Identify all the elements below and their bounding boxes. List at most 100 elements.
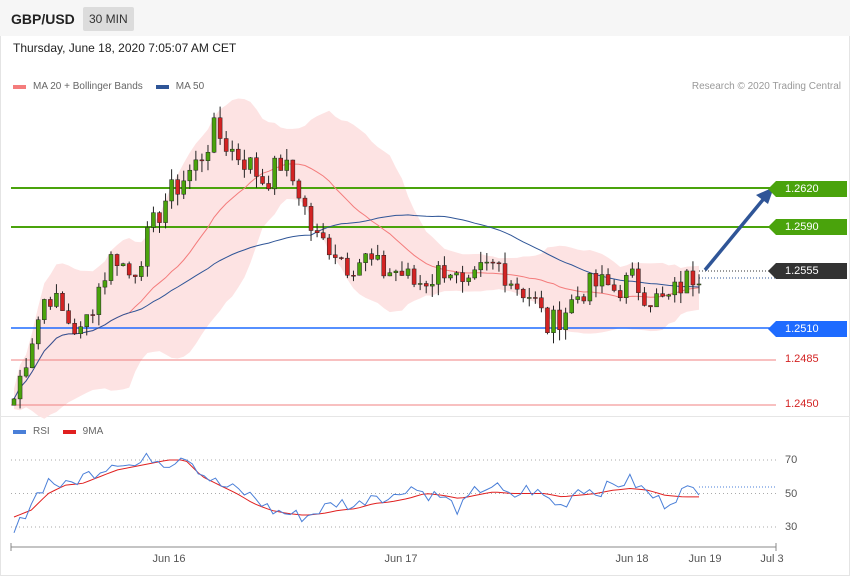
candle-body: [490, 261, 496, 264]
candle-body: [48, 299, 53, 307]
candle-body: [375, 255, 380, 260]
candle-body: [666, 294, 671, 297]
timeframe-badge[interactable]: 30 MIN: [83, 7, 134, 31]
rsi-line: [13, 452, 700, 533]
candle-body: [175, 179, 180, 195]
chart-header: GBP/USD 30 MIN: [0, 0, 850, 36]
candle-body: [205, 151, 211, 161]
candle-body: [23, 367, 29, 377]
candle-body: [314, 230, 320, 233]
candle-body: [236, 148, 241, 161]
candle-body: [599, 274, 605, 287]
candle-body: [54, 293, 59, 307]
candle-body: [630, 268, 635, 276]
ma50-line: [13, 214, 700, 400]
candle-body: [436, 265, 441, 285]
candle-body: [611, 284, 617, 291]
candle-body: [11, 398, 17, 406]
candle-body: [678, 281, 684, 294]
candle-body: [126, 263, 132, 276]
candle-body: [430, 284, 435, 287]
candle-body: [60, 293, 65, 311]
candle-body: [308, 206, 314, 231]
candle-body: [351, 274, 356, 277]
candle-body: [108, 254, 114, 281]
candle-body: [242, 159, 247, 170]
level-label-1-2485: 1.2485: [785, 353, 819, 365]
candle-body: [648, 305, 653, 308]
candle-body: [484, 261, 490, 264]
candle-body: [248, 157, 253, 170]
level-tag-1-2620: 1.2620: [768, 181, 847, 197]
candle-body: [78, 326, 83, 334]
candle-body: [114, 254, 120, 266]
candle-body: [42, 299, 47, 320]
candle-body: [520, 288, 526, 299]
legend-swatch-rsi: [13, 429, 26, 434]
candle-body: [575, 296, 581, 300]
level-tag-current-price: 1.2555: [768, 263, 847, 279]
candle-body: [460, 272, 465, 282]
x-tick-label: Jun 19: [688, 553, 722, 565]
candle-body: [527, 297, 532, 299]
candle-body: [642, 292, 647, 306]
candle-body: [684, 270, 690, 294]
candle-body: [369, 253, 374, 260]
candle-body: [399, 270, 405, 276]
candle-body: [581, 296, 587, 302]
candle-body: [496, 262, 502, 265]
candle-body: [296, 180, 302, 199]
legend-swatch-ma50: [155, 84, 169, 89]
candle-body: [345, 257, 350, 276]
candle-body: [145, 227, 150, 267]
candle-body: [229, 148, 235, 152]
legend-label-bollinger: MA 20 + Bollinger Bands: [33, 81, 143, 92]
rsi-level-50: 50: [785, 488, 798, 500]
legend-swatch-bollinger: [13, 84, 26, 89]
candle-body: [290, 159, 296, 182]
x-tick-label: Jun 17: [384, 553, 418, 565]
candle-body: [502, 263, 508, 286]
candle-body: [417, 283, 423, 285]
rsi-legend: RSI 9MA: [13, 426, 103, 437]
candle-body: [454, 272, 459, 276]
legend-label-rsi: RSI: [33, 426, 50, 437]
candle-body: [35, 319, 41, 345]
candle-body: [151, 212, 156, 228]
candle-body: [120, 263, 126, 266]
candle-body: [102, 280, 108, 288]
candle-body: [448, 274, 453, 279]
candle-body: [357, 262, 362, 276]
candle-body: [551, 309, 556, 333]
candle-body: [326, 237, 332, 256]
panel-separator: [0, 416, 850, 417]
candle-body: [533, 297, 538, 299]
level-label-1-2450: 1.2450: [785, 398, 819, 410]
candle-body: [157, 212, 162, 223]
candle-body: [593, 273, 599, 287]
candle-body: [199, 159, 205, 162]
candle-body: [545, 307, 550, 333]
candle-body: [690, 270, 696, 286]
candle-body: [381, 255, 387, 277]
x-tick-label: Jun 18: [615, 553, 649, 565]
candle-body: [405, 268, 411, 276]
candle-body: [654, 293, 659, 308]
candle-body: [132, 274, 138, 277]
candle-body: [569, 299, 574, 314]
candle-body: [557, 309, 562, 330]
candle-body: [29, 343, 35, 368]
candle-body: [193, 159, 199, 171]
candle-body: [320, 232, 326, 239]
chart-timestamp: Thursday, June 18, 2020 7:05:07 AM CET: [13, 41, 237, 55]
candle-body: [272, 157, 277, 190]
bollinger-band: [14, 98, 699, 419]
candle-body: [563, 312, 568, 330]
candle-body: [169, 179, 174, 202]
research-credit: Research © 2020 Trading Central: [691, 81, 841, 92]
candle-body: [223, 138, 229, 152]
candle-body: [163, 200, 168, 223]
candle-body: [363, 253, 368, 263]
rsi-9ma-line: [13, 459, 699, 518]
